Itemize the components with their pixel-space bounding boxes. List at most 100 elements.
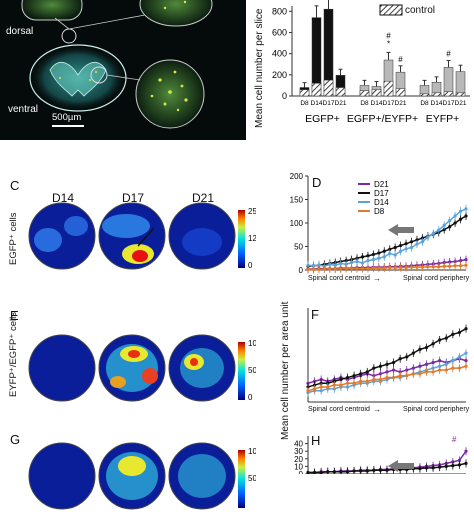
heatmap-disc — [98, 442, 166, 510]
data-point — [378, 468, 383, 472]
data-point — [453, 259, 457, 264]
significance-marker: * — [387, 39, 390, 48]
data-point — [444, 368, 448, 372]
data-point — [418, 347, 422, 351]
significance-marker: # — [452, 435, 457, 444]
day-label-d17: D17 — [122, 191, 145, 205]
data-point — [388, 251, 392, 256]
data-point — [312, 387, 317, 391]
data-point — [365, 379, 369, 383]
colorbar — [238, 450, 245, 508]
data-point — [464, 359, 468, 363]
colorbar-tick-label: 50 — [248, 366, 256, 375]
bar — [455, 71, 466, 97]
panel-letter-f: F — [311, 307, 319, 322]
data-point — [332, 470, 336, 474]
blob — [142, 368, 158, 384]
data-point — [442, 223, 446, 227]
data-point — [451, 366, 455, 370]
data-point — [385, 362, 389, 366]
data-point — [360, 261, 365, 265]
data-point — [312, 470, 317, 474]
y-tick-label: 200 — [290, 172, 304, 181]
data-point — [409, 265, 414, 269]
data-point — [333, 267, 337, 271]
panel-d-xlabel-left: Spinal cord centroid — [308, 275, 370, 282]
data-point — [326, 385, 330, 389]
data-point — [438, 359, 442, 363]
bar-category-label: D14 — [311, 100, 323, 107]
heatmap-disc — [28, 442, 96, 510]
data-point — [431, 466, 435, 470]
bar-control — [419, 93, 430, 97]
data-point — [360, 255, 365, 259]
data-point — [359, 379, 363, 383]
data-point — [398, 374, 402, 378]
data-point — [438, 465, 442, 469]
data-point — [437, 265, 441, 269]
data-point — [306, 389, 310, 393]
data-point — [339, 267, 343, 271]
data-point — [344, 266, 348, 271]
panel-f-xlabel-right: Spinal cord periphery — [403, 406, 470, 413]
colorbar-tick-label: 250 — [248, 207, 256, 216]
heatmap-disc — [168, 202, 236, 270]
data-point — [377, 251, 381, 255]
data-point — [444, 362, 448, 366]
panel-letter-g: G — [10, 432, 21, 447]
data-point — [339, 377, 343, 382]
significance-marker: # — [398, 55, 403, 64]
panel-letter-c: C — [10, 178, 20, 193]
data-point — [377, 266, 381, 270]
bar-category-label: D8 — [360, 100, 369, 107]
data-point — [393, 266, 397, 270]
data-point — [418, 372, 422, 376]
data-point — [411, 372, 415, 376]
data-point — [391, 375, 396, 380]
heatmap-disc — [168, 334, 236, 402]
data-point — [355, 259, 359, 264]
data-point — [352, 469, 356, 473]
data-point — [345, 470, 350, 474]
bar-control — [371, 89, 382, 97]
data-point — [409, 240, 414, 244]
series-line — [307, 208, 467, 268]
data-point — [453, 221, 457, 225]
colorbar — [238, 342, 245, 400]
colorbar-tick-label: 0 — [248, 393, 253, 402]
data-point — [464, 263, 468, 267]
panel-d-xlabel-arrow: → — [373, 274, 381, 283]
heatmap-row: 250 125 0 — [28, 202, 256, 270]
arrow — [137, 227, 155, 247]
heatmap-disc — [98, 334, 166, 402]
heatmap-disc — [98, 202, 166, 270]
bar-category-label: D14 — [431, 100, 443, 107]
data-point — [424, 362, 429, 366]
bar-category-label: D8 — [420, 100, 429, 107]
direction-arrow — [388, 224, 414, 236]
y-tick-label: 100 — [290, 219, 304, 228]
data-point — [464, 258, 468, 262]
data-point — [431, 231, 435, 235]
bar-control — [311, 83, 322, 97]
blob — [110, 376, 126, 388]
panel-d-xlabel-right: Spinal cord periphery — [403, 275, 470, 282]
data-point — [366, 266, 370, 271]
data-point — [464, 214, 468, 218]
data-point — [366, 259, 370, 263]
data-point — [399, 243, 403, 248]
data-point — [319, 470, 323, 474]
data-point — [378, 364, 383, 368]
data-point — [339, 261, 343, 266]
colorbar-tick-label: 125 — [248, 234, 256, 243]
data-point — [332, 383, 336, 387]
panel-letter-e: E — [10, 308, 19, 323]
data-point — [448, 260, 452, 264]
legend-label: D8 — [374, 207, 385, 216]
data-point — [409, 245, 414, 250]
bar-category-label: D17 — [443, 100, 455, 107]
data-point — [378, 372, 383, 376]
data-point — [457, 463, 462, 467]
data-point — [464, 327, 468, 331]
